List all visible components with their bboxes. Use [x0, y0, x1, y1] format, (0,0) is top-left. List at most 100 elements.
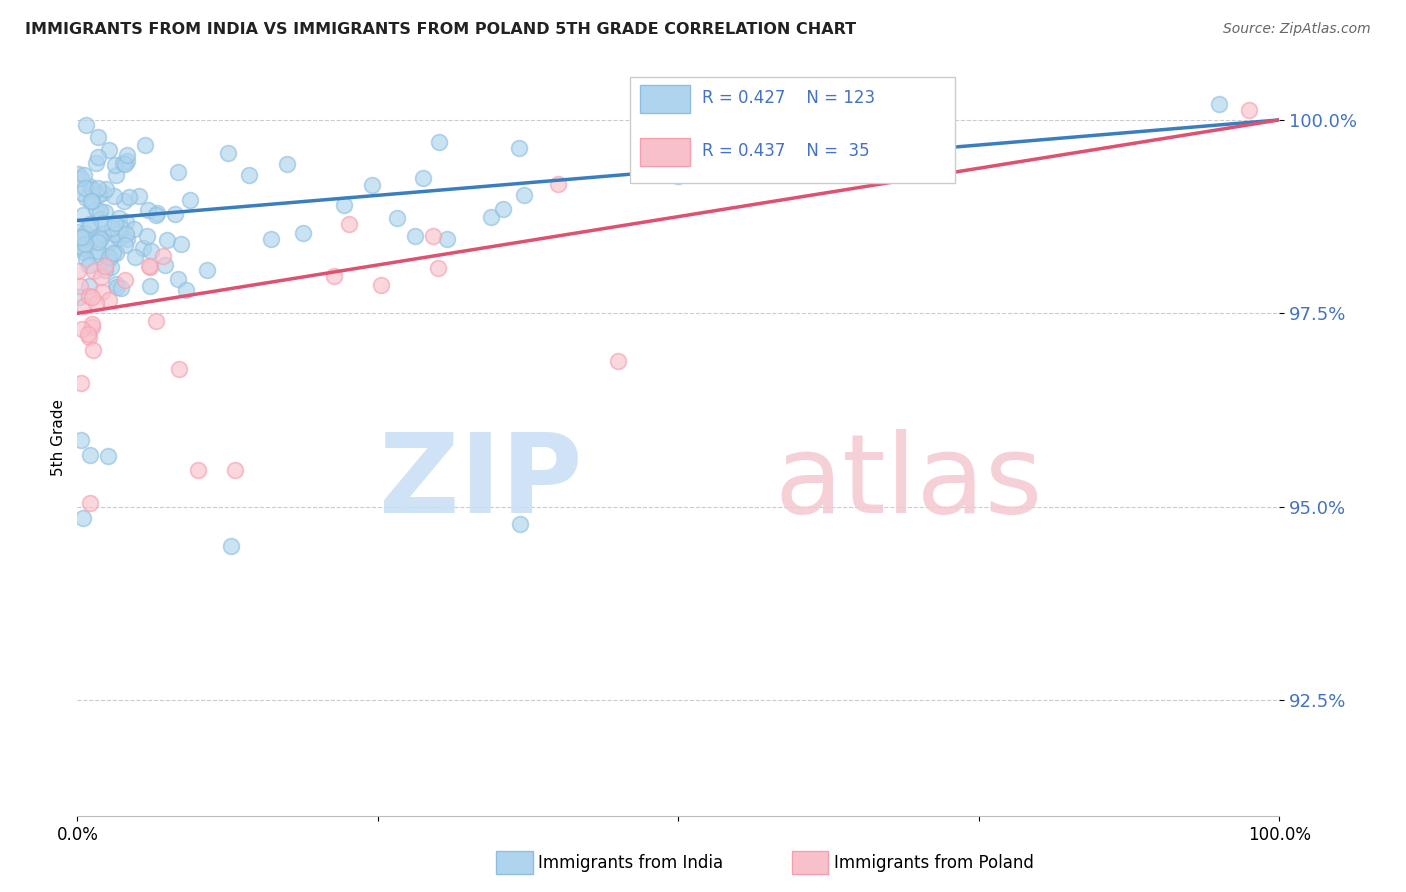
Point: [105, 168, 128, 182]
Point: [98, 235, 121, 249]
Point: [153, 258, 176, 272]
Point: [141, 244, 163, 259]
Point: [114, 238, 136, 252]
Point: [114, 215, 136, 229]
Point: [128, 189, 150, 203]
Point: [69, 230, 91, 244]
Point: [82, 343, 104, 358]
Point: [426, 260, 449, 275]
Point: [166, 271, 188, 285]
Point: [86, 244, 108, 258]
Point: [90, 285, 112, 299]
Point: [67, 290, 90, 304]
Point: [145, 208, 167, 222]
Y-axis label: 5th Grade: 5th Grade: [51, 399, 66, 475]
Point: [75, 192, 97, 206]
Point: [80, 194, 103, 208]
Point: [104, 277, 127, 291]
Point: [87, 130, 110, 145]
Point: [427, 135, 450, 149]
Point: [139, 278, 162, 293]
Point: [187, 463, 209, 477]
Point: [94, 259, 117, 273]
Point: [370, 277, 392, 292]
Point: [72, 229, 94, 244]
Point: [337, 217, 360, 231]
Point: [479, 210, 502, 224]
Point: [259, 232, 281, 246]
Point: [84, 155, 107, 169]
Point: [117, 153, 139, 168]
Point: [169, 362, 191, 376]
Point: [77, 330, 100, 344]
Point: [238, 169, 260, 183]
Point: [83, 264, 105, 278]
FancyBboxPatch shape: [640, 138, 690, 166]
Point: [110, 221, 132, 235]
Point: [136, 202, 159, 217]
Point: [89, 212, 111, 227]
Point: [69, 232, 91, 246]
Point: [89, 203, 111, 218]
Point: [105, 280, 128, 294]
Point: [73, 226, 96, 240]
Point: [492, 202, 515, 216]
Point: [115, 232, 138, 246]
Point: [787, 97, 810, 112]
Text: Source: ZipAtlas.com: Source: ZipAtlas.com: [1223, 22, 1371, 37]
Point: [77, 259, 100, 273]
Point: [83, 184, 105, 198]
Point: [156, 233, 179, 247]
Point: [107, 230, 129, 244]
Point: [98, 144, 121, 158]
Point: [77, 220, 100, 235]
Point: [179, 193, 201, 207]
Point: [72, 511, 94, 525]
Point: [103, 246, 125, 260]
Point: [72, 241, 94, 255]
Point: [100, 260, 122, 275]
Point: [224, 463, 246, 477]
Point: [77, 289, 100, 303]
Point: [146, 205, 169, 219]
Point: [122, 221, 145, 235]
Point: [110, 281, 132, 295]
Point: [112, 194, 135, 209]
Point: [76, 326, 98, 341]
Point: [134, 138, 156, 153]
Point: [104, 158, 127, 172]
Point: [170, 236, 193, 251]
Point: [124, 250, 146, 264]
Text: R = 0.437    N =  35: R = 0.437 N = 35: [703, 142, 870, 161]
Point: [97, 250, 120, 264]
Point: [79, 495, 101, 509]
Point: [108, 211, 131, 226]
Point: [513, 188, 536, 202]
Text: ZIP: ZIP: [378, 429, 582, 536]
Point: [80, 290, 103, 304]
Point: [70, 322, 93, 336]
Point: [75, 118, 97, 132]
Point: [412, 171, 434, 186]
Point: [404, 228, 426, 243]
Point: [96, 449, 118, 463]
Point: [607, 353, 630, 368]
Point: [79, 217, 101, 231]
Point: [66, 167, 89, 181]
Point: [80, 182, 103, 196]
Point: [98, 293, 121, 308]
Point: [1239, 103, 1261, 118]
Point: [195, 262, 218, 277]
Point: [332, 197, 354, 211]
Point: [152, 249, 174, 263]
Point: [93, 204, 115, 219]
Point: [1208, 97, 1230, 112]
Point: [77, 237, 100, 252]
Point: [89, 231, 111, 245]
Text: R = 0.427    N = 123: R = 0.427 N = 123: [703, 89, 876, 107]
Text: Immigrants from Poland: Immigrants from Poland: [834, 854, 1033, 871]
Point: [67, 225, 90, 239]
Point: [547, 177, 569, 191]
Point: [91, 227, 114, 241]
Point: [77, 279, 100, 293]
